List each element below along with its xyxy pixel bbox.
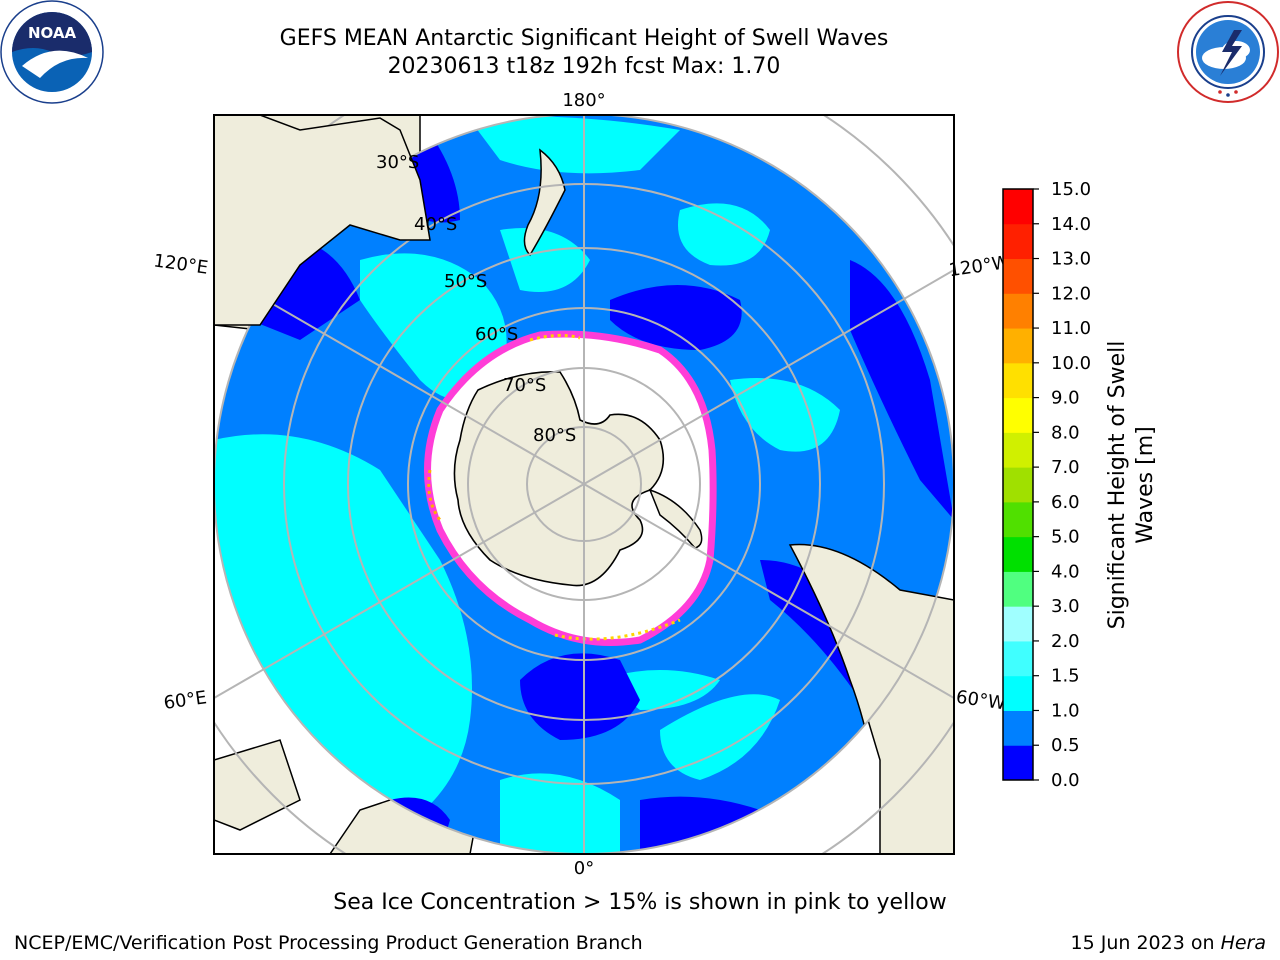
noaa-logo-icon: NOAA [0,0,104,104]
map-frame [213,114,955,855]
lon-label-180: 180° [562,90,605,111]
colorbar-swatch [1003,745,1033,781]
colorbar-tick-label: 0.5 [1051,735,1080,756]
date-stamp: 15 Jun 2023 on Hera [1071,932,1266,954]
lon-label-60e: 60°E [162,687,208,714]
polar-map: 180° 120°E 120°W 60°E 60°W 0° 30°S 40°S … [152,90,1158,879]
colorbar-tick-label: 13.0 [1051,249,1091,270]
colorbar-swatch [1003,432,1033,468]
lat-label-80s: 80°S [533,425,576,446]
colorbar-tick-label: 9.0 [1051,388,1080,409]
lat-label-30s: 30°S [376,152,419,173]
colorbar-label-line2: Waves [m] [1133,426,1158,543]
colorbar-swatch [1003,362,1033,399]
colorbar-swatch [1003,189,1033,225]
lat-label-60s: 60°S [475,324,518,345]
colorbar-tick-label: 1.5 [1051,666,1080,687]
colorbar-swatch [1003,293,1033,329]
noaa-logo-text: NOAA [28,24,77,42]
lon-label-120w: 120°W [947,252,1011,281]
colorbar-tick-label: 7.0 [1051,457,1080,478]
colorbar-tick-label: 10.0 [1051,353,1091,374]
lon-label-60w: 60°W [955,687,1007,715]
colorbar-tick-label: 8.0 [1051,422,1080,443]
colorbar-tick-label: 1.0 [1051,700,1080,721]
colorbar-swatch [1003,571,1033,607]
branch-credit: NCEP/EMC/Verification Post Processing Pr… [14,932,643,954]
colorbar-tick-label: 11.0 [1051,318,1091,339]
chart-subtitle: 20230613 t18z 192h fcst Max: 1.70 [387,54,781,79]
colorbar-tick-label: 12.0 [1051,283,1091,304]
colorbar-swatch [1003,467,1033,503]
colorbar-swatch [1003,501,1033,538]
nws-logo-icon [1177,1,1279,103]
colorbar-tick-label: 0.0 [1051,770,1080,791]
colorbar-swatch [1003,606,1033,642]
australia [214,115,431,326]
colorbar-tick-label: 14.0 [1051,214,1091,235]
date-text: 15 Jun 2023 on [1070,932,1221,954]
colorbar-tick-label: 4.0 [1051,561,1080,582]
colorbar-swatch [1003,640,1033,677]
colorbar-swatch [1003,536,1033,572]
lat-label-40s: 40°S [414,214,457,235]
chart-title: GEFS MEAN Antarctic Significant Height o… [279,26,889,51]
lon-label-0: 0° [574,858,594,879]
graticule [214,115,954,854]
sea-ice-note: Sea Ice Concentration > 15% is shown in … [333,890,947,915]
colorbar-tick-label: 3.0 [1051,596,1080,617]
colorbar-frame [1002,188,1034,781]
colorbar-swatch [1003,223,1033,260]
lat-label-70s: 70°S [503,375,546,396]
colorbar-swatch [1003,710,1033,746]
colorbar-swatch [1003,258,1033,294]
colorbar-tick-label: 15.0 [1051,179,1091,200]
colorbar: 0.0 0.5 1.0 1.5 2.0 3.0 4.0 5.0 6.0 7.0 8.0 9.0 10.0… [1002,179,1091,791]
colorbar-label-line1: Significant Height of Swell [1105,341,1130,630]
machine-name: Hera [1220,932,1266,954]
colorbar-swatch [1003,675,1033,711]
lat-label-50s: 50°S [444,271,487,292]
colorbar-tick-label: 6.0 [1051,492,1080,513]
colorbar-tick-label: 5.0 [1051,527,1080,548]
colorbar-swatch [1003,397,1033,433]
colorbar-swatch [1003,328,1033,364]
lon-label-120e: 120°E [152,250,209,278]
colorbar-tick-label: 2.0 [1051,631,1080,652]
antarctica-landmass [453,371,665,587]
